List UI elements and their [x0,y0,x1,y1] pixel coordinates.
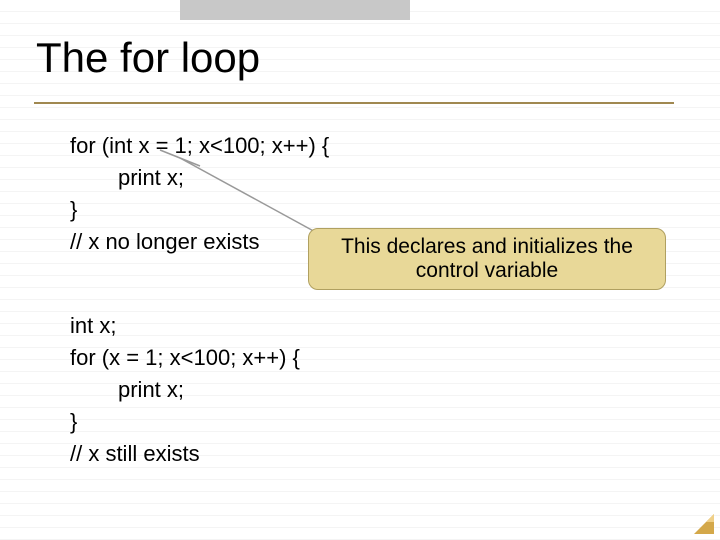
code-example-2: int x; for (x = 1; x<100; x++) { print x… [70,310,300,469]
code-line: } [70,406,300,438]
callout-line-2: control variable [321,259,653,283]
code-line: print x; [70,374,300,406]
callout-line-1: This declares and initializes the [321,235,653,259]
code-line: for (x = 1; x<100; x++) { [70,342,300,374]
corner-fold-icon [694,514,714,534]
callout-box: This declares and initializes the contro… [308,228,666,290]
code-line: int x; [70,310,300,342]
code-line: // x still exists [70,438,300,470]
